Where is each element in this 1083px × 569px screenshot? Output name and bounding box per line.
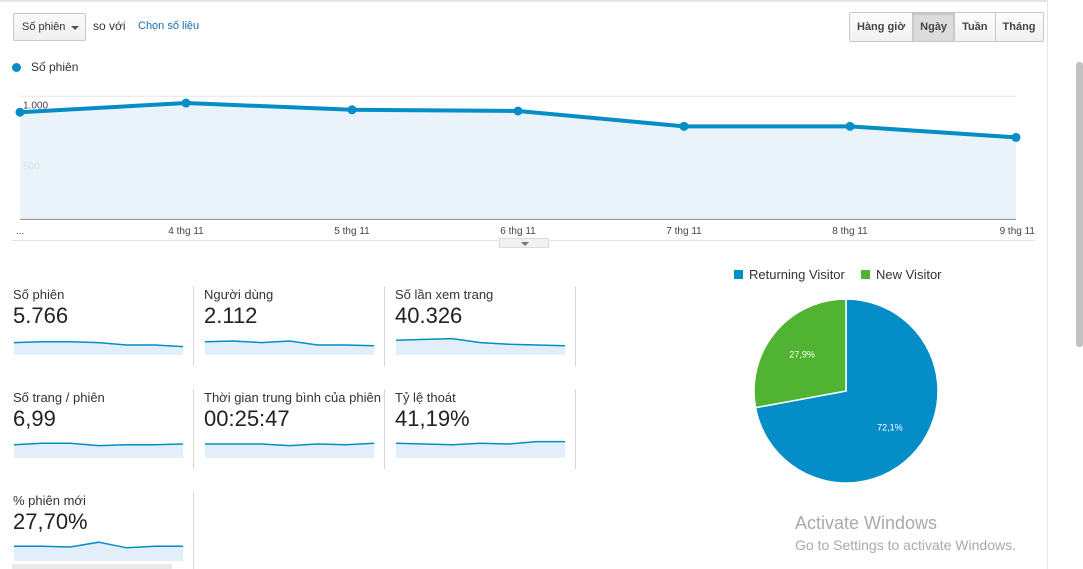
metric-tile-sessions[interactable]: Số phiên 5.766 [13, 287, 193, 367]
chevron-down-icon [71, 26, 79, 30]
data-point[interactable] [845, 121, 855, 131]
sparkline-line [13, 341, 184, 348]
y-tick-label: 1.000 [23, 100, 48, 111]
tile-divider [193, 286, 194, 366]
horizontal-scrollbar[interactable] [12, 564, 172, 569]
metric-label: Người dùng [204, 287, 274, 302]
metric-label: Số lần xem trang [395, 287, 494, 302]
tile-divider [193, 492, 194, 569]
granularity-month-button[interactable]: Tháng [995, 13, 1043, 41]
metric-select-label: Số phiên [22, 21, 66, 33]
chart-legend-label: Số phiên [31, 60, 79, 74]
data-point[interactable] [347, 105, 357, 115]
sessions-line-chart: 1.000500...4 thg 115 thg 116 thg 117 thg… [15, 95, 1036, 237]
pie-legend-returning[interactable]: Returning Visitor [734, 267, 845, 282]
data-point[interactable] [15, 107, 25, 117]
sparkline [204, 340, 375, 355]
tile-divider [575, 286, 576, 366]
metric-label: Thời gian trung bình của phiên [204, 390, 381, 405]
legend-swatch [861, 270, 870, 279]
metric-value: 41,19% [395, 406, 470, 431]
metric-tile-pages-per-session[interactable]: Số trang / phiên 6,99 [13, 390, 193, 470]
choose-metric-link[interactable]: Chọn số liệu [138, 20, 200, 32]
sparkline [13, 341, 184, 355]
sparkline-area [14, 443, 183, 458]
x-tick-label: 7 thg 11 [666, 226, 702, 237]
activate-windows-subtitle: Go to Settings to activate Windows. [795, 537, 1016, 553]
legend-label: New Visitor [876, 267, 942, 282]
sparkline-area [14, 542, 183, 561]
pie-slice[interactable] [753, 298, 847, 409]
metric-value: 5.766 [13, 303, 69, 328]
sparkline [14, 541, 183, 561]
visitor-type-pie-chart: 72,1% 27,9% [753, 298, 939, 484]
metric-label: Tỷ lệ thoát [395, 390, 456, 405]
panel-divider [1047, 0, 1048, 569]
x-tick-label: 6 thg 11 [500, 226, 536, 237]
metric-label: Số trang / phiên [13, 390, 105, 405]
expand-chart-handle[interactable] [499, 238, 549, 248]
x-tick-label: 9 thg 11 [1000, 226, 1036, 237]
metric-value: 6,99 [13, 406, 56, 431]
sparkline-line [14, 541, 183, 549]
x-tick-label: 4 thg 11 [168, 226, 204, 237]
sparkline-line [205, 442, 375, 447]
pie-data-label: 72,1% [877, 422, 903, 432]
sparkline-area [205, 341, 374, 355]
sparkline-line [395, 337, 566, 347]
sparkline-area [14, 341, 183, 355]
sparkline [395, 337, 566, 355]
metric-label: % phiên mới [13, 493, 86, 508]
legend-label: Returning Visitor [749, 267, 845, 282]
sparkline [13, 442, 184, 458]
sparkline-area [205, 443, 374, 458]
metric-value: 00:25:47 [204, 406, 290, 431]
x-tick-label: 5 thg 11 [334, 226, 370, 237]
granularity-toggle: Hàng giờ Ngày Tuần Tháng [849, 12, 1044, 42]
sparkline [205, 442, 375, 458]
legend-dot-icon [12, 63, 21, 72]
metric-value: 27,70% [13, 509, 88, 534]
x-tick-label: ... [16, 226, 24, 237]
sparkline-line [395, 440, 565, 446]
tile-divider [193, 389, 194, 469]
granularity-hourly-button[interactable]: Hàng giờ [850, 13, 914, 41]
tile-divider [384, 389, 385, 469]
data-point[interactable] [1011, 132, 1021, 142]
granularity-day-button[interactable]: Ngày [913, 13, 956, 41]
metric-tile-avg-session-duration[interactable]: Thời gian trung bình của phiên 00:25:47 [204, 390, 384, 470]
tile-divider [384, 286, 385, 366]
sparkline-area [396, 441, 565, 458]
sparkline-line [13, 442, 184, 447]
metric-tile-new-sessions[interactable]: % phiên mới 27,70% [13, 493, 193, 569]
top-border [0, 0, 1047, 2]
activate-windows-title: Activate Windows [795, 513, 938, 533]
metric-label: Số phiên [13, 287, 65, 302]
sparkline-area [396, 338, 565, 355]
granularity-week-button[interactable]: Tuần [955, 13, 996, 41]
series-area [20, 103, 1016, 219]
metric-value: 2.112 [204, 303, 258, 328]
metric-tile-pageviews[interactable]: Số lần xem trang 40.326 [395, 287, 575, 367]
sparkline-line [204, 340, 375, 347]
legend-swatch [734, 270, 743, 279]
scrollbar-thumb[interactable] [1076, 62, 1083, 347]
metric-select[interactable]: Số phiên [13, 13, 86, 41]
data-point[interactable] [181, 98, 191, 108]
metric-tile-users[interactable]: Người dùng 2.112 [204, 287, 384, 367]
pie-legend-new[interactable]: New Visitor [861, 267, 942, 282]
pie-data-label: 27,9% [789, 350, 815, 360]
x-tick-label: 8 thg 11 [832, 226, 868, 237]
sparkline [395, 440, 565, 458]
data-point[interactable] [513, 106, 523, 116]
compare-text: so với [93, 19, 126, 33]
data-point[interactable] [679, 121, 689, 131]
tile-divider [575, 389, 576, 469]
metric-tile-bounce-rate[interactable]: Tỷ lệ thoát 41,19% [395, 390, 575, 470]
metric-value: 40.326 [395, 303, 463, 328]
